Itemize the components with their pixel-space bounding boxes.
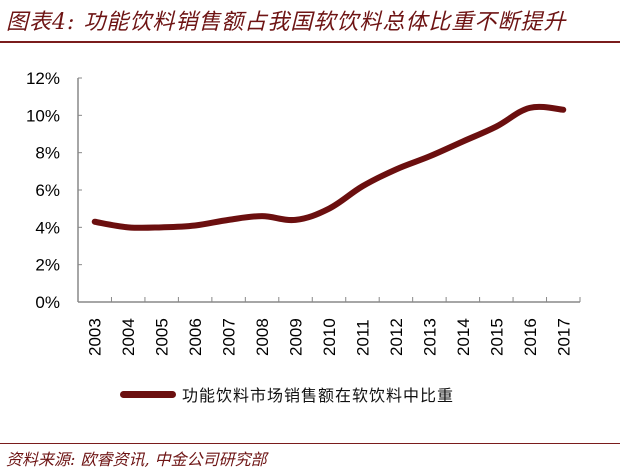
- x-tick-label: 2008: [253, 318, 272, 356]
- x-tick-label: 2010: [320, 318, 339, 356]
- y-tick-label: 12%: [26, 69, 60, 88]
- y-tick-label: 2%: [35, 256, 60, 275]
- y-tick-label: 4%: [35, 218, 60, 237]
- x-tick-label: 2013: [420, 318, 439, 356]
- y-tick-label: 8%: [35, 144, 60, 163]
- x-tick-label: 2007: [220, 318, 239, 356]
- x-tick-label: 2003: [86, 318, 105, 356]
- x-tick-label: 2016: [521, 318, 540, 356]
- series-line: [91, 103, 567, 231]
- x-tick-label: 2017: [554, 318, 573, 356]
- y-tick-label: 6%: [35, 181, 60, 200]
- chart-title: 图表4: 功能饮料销售额占我国软饮料总体比重不断提升: [6, 10, 567, 35]
- x-tick-label: 2005: [153, 318, 172, 356]
- title-divider: [0, 41, 620, 43]
- source-note: 资料来源: 欧睿资讯, 中金公司研究部: [6, 450, 267, 469]
- legend-label: 功能饮料市场销售额在软饮料中比重: [182, 386, 455, 405]
- x-axis-ticks: 2003 2004 2005 2006 2007 2008 2009 2010 2011 2012…: [77, 297, 581, 356]
- y-tick-label: 10%: [26, 106, 60, 125]
- x-tick-label: 2015: [487, 318, 506, 356]
- footer-divider: [0, 443, 620, 444]
- x-tick-label: 2012: [387, 318, 406, 356]
- x-tick-label: 2009: [287, 318, 306, 356]
- x-tick-label: 2014: [454, 318, 473, 356]
- x-tick-label: 2006: [186, 318, 205, 356]
- y-axis-ticks: 0% 2% 4% 6% 8% 10% 12%: [26, 69, 82, 312]
- chart-legend: 功能饮料市场销售额在软饮料中比重: [120, 382, 454, 406]
- chart-axes: [77, 78, 580, 303]
- x-tick-label: 2004: [119, 318, 138, 356]
- x-tick-label: 2011: [353, 319, 372, 356]
- legend-line-swatch: [120, 390, 176, 398]
- y-tick-label: 0%: [35, 293, 60, 312]
